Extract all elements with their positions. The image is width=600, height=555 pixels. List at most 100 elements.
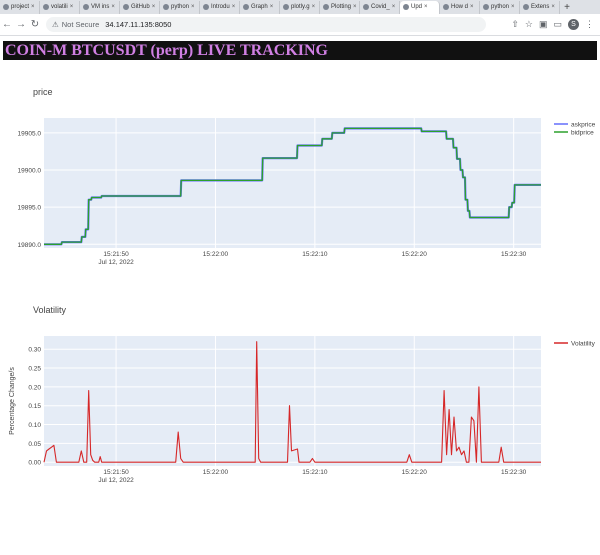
tab-close-icon[interactable]: × [511,4,515,10]
x-tick-label: 15:21:50 [103,469,129,476]
browser-tab[interactable]: GitHub × [120,0,160,14]
tab-close-icon[interactable]: × [111,4,115,10]
tab-close-icon[interactable]: × [424,4,428,10]
extensions-icon[interactable]: ▣ [538,19,548,29]
tab-label: plotly.g [291,4,310,10]
price-chart-title: price [33,87,53,97]
new-tab-icon[interactable]: + [564,1,570,13]
x-tick-label: 15:22:30 [501,251,527,258]
browser-tab[interactable]: Upd × [400,0,440,14]
tab-label: python [491,4,510,10]
tab-favicon-icon [523,4,529,10]
x-tick-label: 15:22:00 [203,469,229,476]
tab-favicon-icon [443,4,449,10]
browser-tab[interactable]: plotly.g × [280,0,320,14]
series-line-volatility [43,341,541,463]
browser-toolbar: ← → ↻ ⚠ Not Secure 34.147.11.135:8050 ⇧ … [0,14,600,36]
x-tick-label: 15:22:00 [203,251,229,258]
tab-label: VM ins [91,4,110,10]
tab-close-icon[interactable]: × [231,4,236,10]
tab-favicon-icon [43,4,49,10]
chart-1: 0.00 0.05 0.10 0.15 0.20 0.25 0.30 15:21:50Jul … [9,336,596,484]
browser-tab[interactable]: Extens × [520,0,560,14]
tab-favicon-icon [283,4,289,10]
browser-tab[interactable]: How d × [440,0,480,14]
tab-favicon-icon [163,4,169,10]
plot-background [44,336,541,466]
browser-tab[interactable]: python × [160,0,200,14]
legend-label: askprice [571,121,596,128]
tab-label: Upd [411,4,423,10]
volatility-chart-title: Volatility [33,305,67,315]
y-tick-label: 19905.0 [18,130,42,137]
sidebar-icon[interactable]: ▭ [553,19,562,29]
tab-label: GitHub [131,4,150,10]
browser-tab[interactable]: Covid_ × [360,0,400,14]
forward-arrow-icon[interactable]: → [16,19,26,30]
y-tick-label: 0.15 [28,403,41,410]
tab-close-icon[interactable]: × [353,4,357,10]
series-line-bidprice [44,127,541,245]
tab-close-icon[interactable]: × [551,4,555,10]
tab-close-icon[interactable]: × [31,4,35,10]
bookmark-star-icon[interactable]: ☆ [524,19,533,29]
tab-favicon-icon [363,4,369,10]
tab-close-icon[interactable]: × [69,4,74,10]
tab-close-icon[interactable]: × [151,4,156,10]
y-tick-label: 0.00 [28,460,41,467]
x-tick-label: 15:22:20 [402,469,428,476]
browser-tab[interactable]: Plotting × [320,0,360,14]
tab-favicon-icon [483,4,489,10]
tab-favicon-icon [123,4,129,10]
tab-label: Plotting [331,4,352,10]
tab-close-icon[interactable]: × [269,4,274,10]
y-tick-label: 19890.0 [18,242,42,249]
plot-background [44,118,541,248]
tab-favicon-icon [323,4,329,10]
share-icon[interactable]: ⇧ [511,19,519,29]
browser-tab[interactable]: project × [0,0,40,14]
browser-tab[interactable]: Introdu × [200,0,240,14]
tab-label: project [11,4,30,10]
y-tick-label: 0.10 [28,422,41,429]
browser-tab-strip: project × volatili × VM ins × GitHub × python × In… [0,0,600,14]
profile-avatar[interactable]: S [568,19,579,30]
y-tick-label: 0.30 [28,347,41,354]
back-arrow-icon[interactable]: ← [2,19,12,30]
browser-tab[interactable]: VM ins × [80,0,120,14]
x-tick-label: 15:22:10 [302,251,328,258]
legend-label: bidprice [571,129,594,136]
tab-label: python [171,4,190,10]
tab-label: Graph [251,4,268,10]
chart-0: 19890.0 19895.0 19900.0 19905.0 15:21:50Jul … [18,118,596,266]
tab-close-icon[interactable]: × [470,4,474,10]
y-tick-label: 0.05 [28,441,41,448]
tab-label: volatili [51,4,68,10]
tab-favicon-icon [403,4,409,10]
security-label: Not Secure [61,20,100,29]
tab-close-icon[interactable]: × [191,4,195,10]
y-tick-label: 0.25 [28,366,41,373]
y-tick-label: 0.20 [28,384,41,391]
x-tick-label: 15:22:20 [402,251,428,258]
browser-tab[interactable]: volatili × [40,0,80,14]
tab-close-icon[interactable]: × [311,4,316,10]
x-tick-sublabel: Jul 12, 2022 [98,477,134,484]
tab-label: Introdu [211,4,230,10]
x-tick-sublabel: Jul 12, 2022 [98,259,134,266]
address-bar[interactable]: ⚠ Not Secure 34.147.11.135:8050 [46,17,486,32]
browser-tab[interactable]: python × [480,0,520,14]
url-text: 34.147.11.135:8050 [105,20,172,29]
reload-icon[interactable]: ↻ [30,19,40,30]
y-tick-label: 19895.0 [18,205,42,212]
tab-close-icon[interactable]: × [391,4,396,10]
y-axis-label: Percentage Change/s [9,367,16,435]
browser-tab[interactable]: Graph × [240,0,280,14]
tab-favicon-icon [203,4,209,10]
menu-dots-icon[interactable]: ⋮ [585,19,594,29]
warning-icon: ⚠ [52,20,59,29]
tab-favicon-icon [243,4,249,10]
x-tick-label: 15:21:50 [103,251,129,258]
tab-label: How d [451,4,469,10]
